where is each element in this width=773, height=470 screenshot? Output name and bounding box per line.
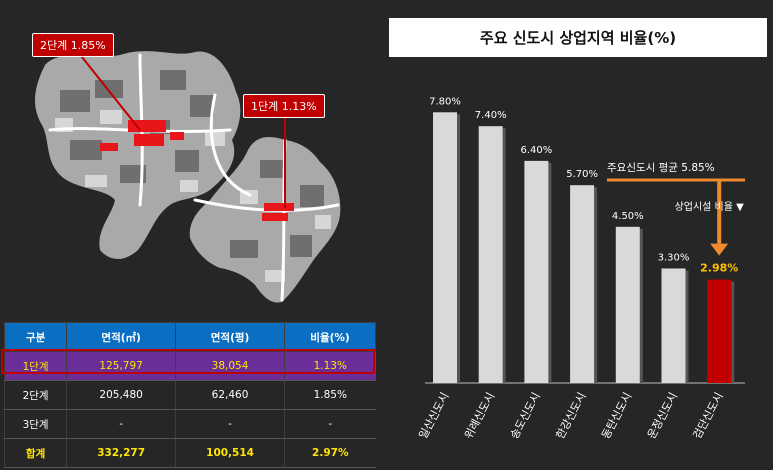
tick-label: 한강신도시 (554, 390, 589, 441)
bar-shadow (731, 281, 735, 383)
table-row: 3단계 - - - (3, 409, 376, 439)
table-row: 2단계 205,480 62,460 1.85% (3, 380, 376, 410)
bar-shadow (548, 162, 552, 383)
new-town-map (34, 51, 341, 303)
data-label: 7.80% (429, 96, 461, 107)
table-cell: 62,460 (175, 380, 285, 410)
callout-stage1: 1단계 1.13% (243, 94, 325, 118)
table-row: 1단계 125,797 38,054 1.13% (3, 351, 376, 381)
bar-shadow (502, 128, 506, 383)
table-cell: 1단계 (3, 351, 67, 381)
table-cell: 2.97% (284, 438, 376, 468)
row-highlight-frame (1, 349, 375, 374)
data-label: 3.30% (658, 252, 690, 263)
table-cell: - (284, 409, 376, 439)
table-row-total: 합계 332,277 100,514 2.97% (3, 438, 376, 468)
bar-shadow (594, 187, 598, 383)
area-table: 구분 면적(㎡) 면적(평) 비율(%) 1단계 125,797 38,054 … (3, 322, 376, 468)
table-cell: - (66, 409, 176, 439)
average-arrow-head (710, 243, 729, 256)
table-cell: 100,514 (175, 438, 285, 468)
data-label: 7.40% (475, 110, 507, 121)
bar-shadow (457, 114, 460, 383)
table-cell: 2단계 (3, 380, 67, 410)
bar (661, 268, 686, 383)
data-label: 5.70% (566, 169, 598, 180)
table-cell: - (175, 409, 285, 439)
tick-label: 일산신도시 (416, 390, 452, 441)
average-label: 주요신도시 평균 5.85% (607, 162, 715, 174)
table-cell: 332,277 (66, 438, 176, 468)
tick-label: 위례신도시 (462, 390, 497, 441)
bar-shadow (685, 270, 689, 383)
bar (524, 160, 549, 383)
bar (433, 112, 457, 383)
tick-label: 검단신도시 (691, 390, 726, 441)
data-label: 2.98% (700, 262, 738, 275)
table-cell: 125,797 (66, 351, 176, 381)
table-header-row: 구분 면적(㎡) 면적(평) 비율(%) (3, 322, 376, 352)
col-header-ratio: 비율(%) (284, 322, 376, 352)
bar (707, 279, 732, 383)
tick-label: 송도신도시 (508, 390, 543, 441)
col-header-area-m2: 면적(㎡) (66, 322, 177, 352)
callout-stage2: 2단계 1.85% (32, 33, 114, 57)
col-header-stage: 구분 (3, 322, 68, 352)
table-cell: 합계 (3, 438, 67, 468)
chart-title: 주요 신도시 상업지역 비율(%) (389, 18, 767, 57)
table-cell: 1.85% (284, 380, 376, 410)
tick-label: 동탄신도시 (599, 390, 634, 441)
callout-leader-stage2 (77, 51, 141, 131)
commercial-zones (100, 120, 294, 221)
bar-shadow (639, 228, 643, 383)
map-panel: 2단계 1.85% 1단계 1.13% (0, 0, 380, 318)
table-cell: 38,054 (175, 351, 285, 381)
col-header-area-pyeong: 면적(평) (175, 322, 286, 352)
annotation-label: 상업시설 비율 ▼ (675, 200, 745, 213)
tick-label: 운정신도시 (645, 390, 680, 441)
bar (615, 226, 640, 383)
data-label: 4.50% (612, 211, 644, 222)
table-cell: 1.13% (284, 351, 376, 381)
table-cell: 3단계 (3, 409, 67, 439)
table-cell: 205,480 (66, 380, 176, 410)
data-label: 6.40% (521, 145, 553, 156)
bar (478, 126, 503, 384)
bar-chart: 7.80% 일산신도시 7.40% 위례신도시 6.40% 송도신도시 5.70% 한강신도시… (416, 96, 745, 441)
bar (570, 185, 595, 383)
